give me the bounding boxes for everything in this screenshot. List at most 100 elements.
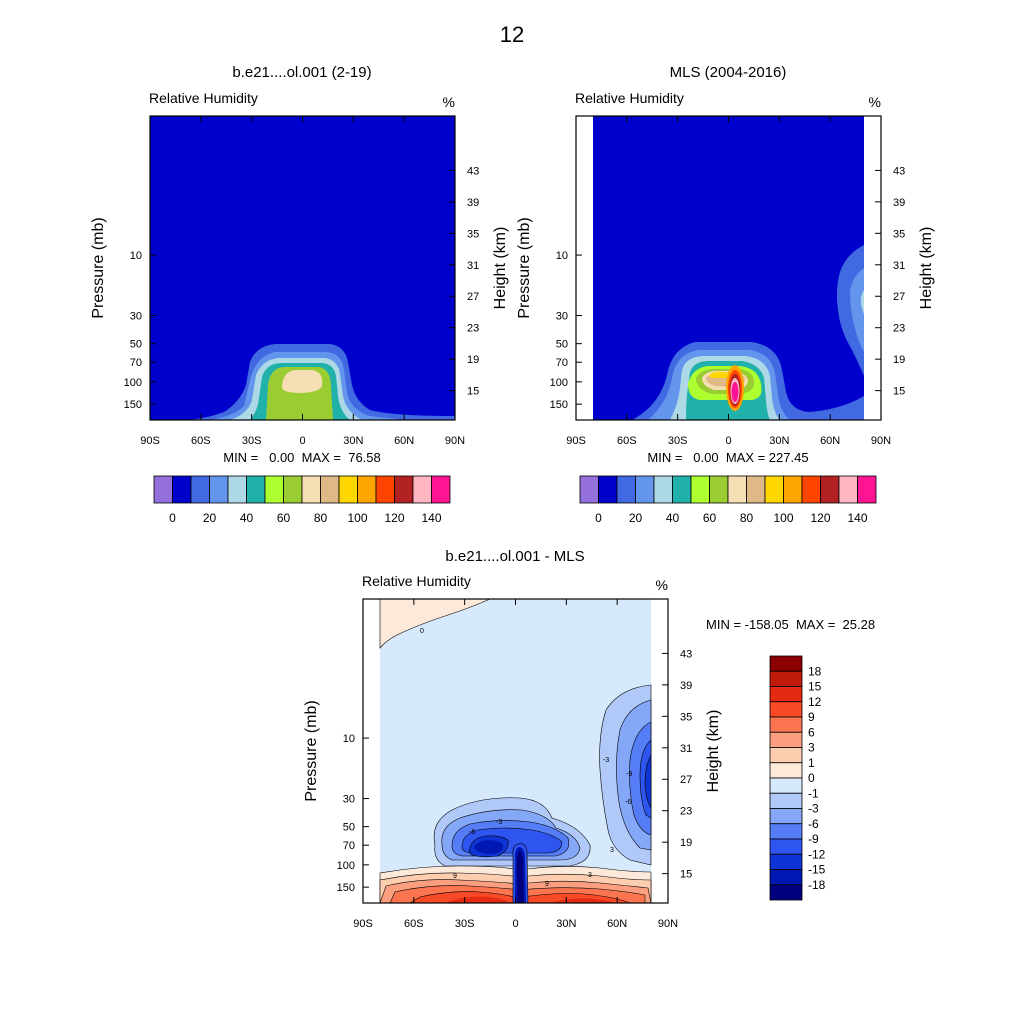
x-tick-label: 60N — [394, 435, 414, 447]
axis-ticks: 90S 60S 30S 0 30N 60N 90N103050701001504339353… — [337, 599, 692, 930]
p-tick-label: 30 — [556, 311, 568, 323]
colorbar-box — [431, 475, 451, 504]
left-string: Relative Humidity — [362, 573, 471, 589]
x-tick-label: 60S — [617, 435, 637, 447]
x-tick-label: 90N — [445, 435, 465, 447]
colorbar-box — [820, 475, 840, 504]
colorbar-label: 12 — [808, 695, 822, 709]
colorbar-label: 120 — [810, 511, 830, 525]
p-tick-label: 50 — [343, 822, 355, 834]
contour-label: 3 — [588, 872, 592, 879]
colorbar-box — [769, 823, 803, 840]
x-tick-label: 90N — [871, 435, 891, 447]
contour-label: 9 — [545, 881, 549, 888]
contour-label: -3 — [603, 757, 609, 764]
panel-mls: MLS (2004-2016) Relative Humidity % 90S 6… — [516, 64, 935, 525]
colorbar-box — [838, 475, 858, 504]
x-tick-label: 30S — [242, 435, 262, 447]
colorbar-box — [394, 475, 414, 504]
p-tick-label: 50 — [130, 339, 142, 351]
colorbar-box — [579, 475, 599, 504]
colorbar-label: -18 — [808, 878, 826, 892]
colorbar-box — [746, 475, 766, 504]
z-tick-label: 27 — [893, 291, 905, 303]
colorbar-box — [857, 475, 877, 504]
y-axis-right-label: Height (km) — [918, 227, 935, 310]
x-tick-label: 30N — [769, 435, 789, 447]
colorbar-label: 20 — [203, 511, 217, 525]
contour-fill-level-150 — [731, 382, 739, 402]
colorbar-label: 18 — [808, 664, 822, 678]
colorbar-label: -12 — [808, 847, 826, 861]
p-tick-label: 50 — [556, 339, 568, 351]
colorbar-box — [301, 475, 321, 504]
colorbar-label: -1 — [808, 786, 819, 800]
x-tick-label: 90S — [140, 435, 160, 447]
left-string: Relative Humidity — [575, 90, 684, 106]
colorbar-label: 15 — [808, 680, 822, 694]
colorbar-box — [172, 475, 192, 504]
z-tick-label: 43 — [893, 165, 905, 177]
colorbar-label: 140 — [421, 511, 441, 525]
colorbar-label: 80 — [740, 511, 754, 525]
y-axis-label: Pressure (mb) — [90, 217, 107, 318]
contour-label: 0 — [420, 628, 424, 635]
contour-label: -6 — [625, 799, 631, 806]
z-tick-label: 31 — [467, 260, 479, 272]
x-tick-label: 30N — [343, 435, 363, 447]
colorbar-label: 20 — [629, 511, 643, 525]
colorbar-box — [598, 475, 618, 504]
z-tick-label: 19 — [467, 354, 479, 366]
colorbar-box — [246, 475, 266, 504]
colorbar-label: 0 — [169, 511, 176, 525]
contour-fill-level-40-nh — [860, 290, 864, 314]
x-tick-label: 90N — [658, 918, 678, 930]
p-tick-label: 70 — [130, 357, 142, 369]
colorbar-box — [653, 475, 673, 504]
z-tick-label: 43 — [680, 648, 692, 660]
colorbar-label: 100 — [347, 511, 367, 525]
colorbar-box — [769, 777, 803, 794]
colorbar-box — [635, 475, 655, 504]
contour-label: -9 — [626, 771, 632, 778]
z-tick-label: 43 — [467, 165, 479, 177]
p-tick-label: 150 — [337, 882, 355, 894]
z-tick-label: 39 — [893, 197, 905, 209]
colorbar-box — [412, 475, 432, 504]
y-axis-label: Pressure (mb) — [516, 217, 533, 318]
colorbar-box — [801, 475, 821, 504]
colorbar-box — [769, 884, 803, 901]
colorbar-box — [357, 475, 377, 504]
colorbar-box — [338, 475, 358, 504]
x-tick-label: 0 — [725, 435, 731, 447]
colorbar-label: 6 — [808, 725, 815, 739]
contour-fill-level-12-bottom — [445, 896, 615, 903]
colorbar-box — [769, 701, 803, 718]
colorbar-box — [783, 475, 803, 504]
x-tick-label: 60N — [820, 435, 840, 447]
z-tick-label: 19 — [893, 354, 905, 366]
stats-text: MIN = 0.00 MAX = 227.45 — [647, 450, 808, 465]
colorbar-box — [769, 838, 803, 855]
colorbar-box — [227, 475, 247, 504]
p-tick-label: 30 — [343, 794, 355, 806]
colorbar-label: 80 — [314, 511, 328, 525]
x-tick-label: 30S — [668, 435, 688, 447]
panel-model: b.e21....ol.001 (2-19) Relative Humidity… — [90, 64, 509, 525]
colorbar-box — [769, 686, 803, 703]
colorbar-label: 100 — [773, 511, 793, 525]
colorbar-box — [264, 475, 284, 504]
x-tick-label: 60N — [607, 918, 627, 930]
colorbar-box — [709, 475, 729, 504]
colorbar-label: 40 — [666, 511, 680, 525]
z-tick-label: 39 — [680, 680, 692, 692]
contour-fill-level-0-top — [379, 598, 491, 649]
colorbar-box — [769, 853, 803, 870]
colorbar-box — [320, 475, 340, 504]
contour-fill-equatorial-column-core — [517, 851, 524, 903]
colorbar-box — [769, 762, 803, 779]
colorbar-label: 1 — [808, 756, 815, 770]
colorbar: 0 20 40 60 80 100 120 140 — [153, 475, 451, 525]
